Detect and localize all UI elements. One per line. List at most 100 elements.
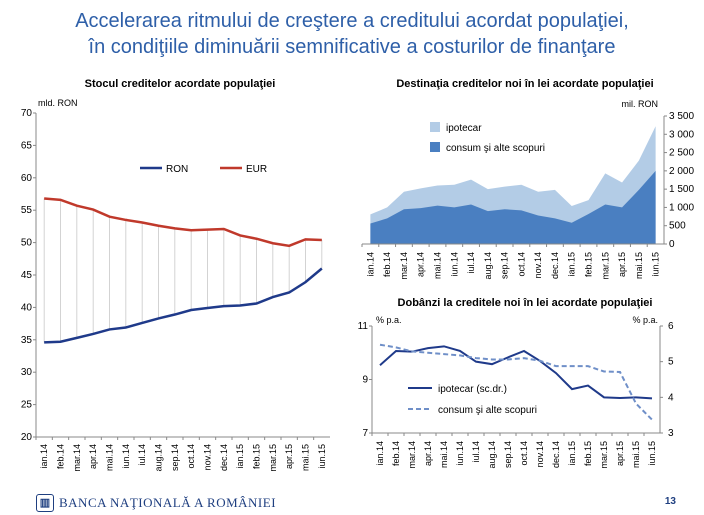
chart1-xtick-label: mar.15 [268, 444, 278, 472]
chart1-xtick-label: iul.14 [137, 444, 147, 466]
chart1-xtick-label: mai.15 [301, 444, 311, 471]
page-title-line-1: Accelerarea ritmului de creştere a credi… [75, 10, 629, 32]
chart3-xtick-label: iul.14 [471, 441, 481, 463]
chart3-ylabel-left: % p.a. [376, 315, 402, 325]
chart3-series-ipotecar-line [379, 345, 653, 400]
chart3-legend-label-ipotecar: ipotecar (sc.dr.) [438, 384, 507, 395]
chart3-xtick-label: ian.15 [567, 441, 577, 466]
chart1-ytick-label: 65 [21, 140, 33, 151]
chart1-xtick-label: mai.14 [105, 444, 115, 471]
chart3-xtick-label: aug.14 [487, 441, 497, 469]
chart2-ytick-label: 3 000 [669, 129, 694, 140]
chart3-ytick-right-label: 5 [668, 357, 674, 368]
chart2-xtick-label: ian.15 [567, 252, 577, 277]
chart3-xtick-label: mai.15 [631, 441, 641, 468]
chart2-ytick-label: 0 [669, 239, 675, 250]
chart3-xtick-label: sep.14 [503, 441, 513, 468]
chart3-xtick-label: oct.14 [519, 441, 529, 466]
chart2-xtick-label: dec.14 [550, 252, 560, 279]
chart1-ytick-label: 35 [21, 335, 33, 346]
chart3-xtick-label: apr.14 [423, 441, 433, 466]
chart1-legend-label-ron: RON [166, 164, 188, 175]
chart2-ytick-label: 2 000 [669, 166, 694, 177]
chart1-ytick-label: 55 [21, 205, 33, 216]
chart1-ytick-label: 20 [21, 432, 33, 443]
chart2-xtick-label: iun.14 [449, 252, 459, 277]
chart1-xtick-label: feb.15 [252, 444, 262, 469]
chart1-xtick-label: ian.15 [235, 444, 245, 469]
chart3-xtick-label: mar.14 [407, 441, 417, 469]
chart2-legend-swatch-consum [430, 142, 440, 152]
chart2-xtick-label: ian.14 [365, 252, 375, 277]
chart1-xtick-label: dec.14 [219, 444, 229, 471]
chart2-title: Destinaţia creditelor noi în lei acordat… [396, 78, 654, 90]
chart2-xtick-label: mar.14 [399, 252, 409, 280]
page-number: 13 [664, 496, 676, 507]
chart3-ytick-right-label: 4 [668, 392, 674, 403]
chart2-xtick-label: apr.14 [416, 252, 426, 277]
chart1-xtick-label: mar.14 [72, 444, 82, 472]
chart1-xtick-label: aug.14 [154, 444, 164, 472]
chart1-legend-label-eur: EUR [246, 164, 267, 175]
chart3-ytick-right-label: 6 [668, 321, 674, 332]
chart2-legend-label-ipotecar: ipotecar [446, 123, 482, 134]
chart3-ytick-left-label: 7 [362, 428, 368, 439]
chart3-xtick-label: iun.14 [455, 441, 465, 466]
bank-emblem-icon: ▥ [36, 494, 54, 512]
chart3-xtick-label: iun.15 [647, 441, 657, 466]
chart1-xtick-label: iun.14 [121, 444, 131, 469]
chart1-xtick-label: nov.14 [203, 444, 213, 470]
chart3-xtick-label: dec.14 [551, 441, 561, 468]
chart1-xtick-label: ian.14 [39, 444, 49, 469]
chart1-xtick-label: apr.14 [88, 444, 98, 469]
chart1-ytick-label: 25 [21, 400, 33, 411]
chart2-legend-label-consum: consum şi alte scopuri [446, 143, 545, 154]
chart1-xtick-label: sep.14 [170, 444, 180, 471]
chart2-xtick-label: mai.14 [433, 252, 443, 279]
chart3-xtick-label: nov.14 [535, 441, 545, 467]
chart1-xtick-label: oct.14 [186, 444, 196, 469]
bank-name: BANCA NAŢIONALĂ A ROMÂNIEI [59, 495, 277, 510]
chart2-xtick-label: aug.14 [483, 252, 493, 280]
chart3-ylabel-right: % p.a. [632, 315, 658, 325]
chart3-xtick-label: feb.15 [583, 441, 593, 466]
chart1-ytick-label: 60 [21, 173, 33, 184]
chart2-area-consum [370, 170, 656, 244]
chart2-xtick-label: mar.15 [600, 252, 610, 280]
footer-logo: ▥ BANCA NAŢIONALĂ A ROMÂNIEI [36, 494, 276, 512]
chart1-xtick-label: apr.15 [284, 444, 294, 469]
chart2-ytick-label: 3 500 [669, 111, 694, 122]
chart1-xtick-label: feb.14 [56, 444, 66, 469]
chart3-xtick-label: apr.15 [615, 441, 625, 466]
page-title-line-2: în condiţiile diminuării semnificative a… [88, 36, 616, 58]
chart1-xtick-label: iun.15 [317, 444, 327, 469]
chart3-series-consum-line [379, 343, 653, 421]
chart2-xtick-label: feb.14 [382, 252, 392, 277]
chart3-ytick-left-label: 9 [362, 375, 368, 386]
chart1-ytick-label: 45 [21, 270, 33, 281]
chart2-ytick-label: 500 [669, 221, 686, 232]
chart2-ytick-label: 1 500 [669, 184, 694, 195]
chart2-xtick-label: iun.15 [651, 252, 661, 277]
chart2-xtick-label: oct.14 [516, 252, 526, 277]
chart3-legend-label-consum: consum şi alte scopuri [438, 405, 537, 416]
chart3-xtick-label: ian.14 [375, 441, 385, 466]
chart2-ytick-label: 1 000 [669, 202, 694, 213]
chart3-xtick-label: mai.14 [439, 441, 449, 468]
chart1-ytick-label: 50 [21, 238, 33, 249]
chart2-ytick-label: 2 500 [669, 148, 694, 159]
chart2-xtick-label: sep.14 [500, 252, 510, 279]
chart2-xtick-label: iul.14 [466, 252, 476, 274]
chart2-xtick-label: feb.15 [584, 252, 594, 277]
chart2-xtick-label: nov.14 [533, 252, 543, 278]
chart3-title: Dobânzi la creditele noi în lei acordate… [397, 297, 653, 309]
chart1-series-eur-line [44, 197, 322, 248]
chart1-series-ron-line [44, 267, 323, 344]
chart1-ytick-label: 30 [21, 367, 33, 378]
chart3-xtick-label: feb.14 [391, 441, 401, 466]
chart1-title: Stocul creditelor acordate populaţiei [84, 78, 276, 90]
chart2-xtick-label: mai.15 [634, 252, 644, 279]
chart3-ytick-left-label: 11 [358, 321, 369, 332]
chart1-ytick-label: 40 [21, 302, 33, 313]
